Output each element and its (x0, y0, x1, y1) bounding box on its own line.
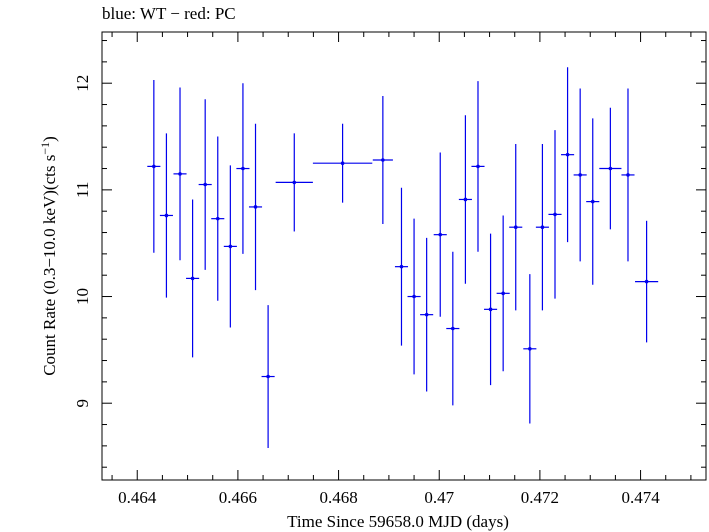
data-point (523, 274, 537, 424)
data-point (275, 133, 313, 232)
data-point (407, 218, 421, 375)
data-point (496, 215, 510, 372)
data-point (433, 152, 447, 317)
plot-frame (101, 31, 707, 481)
data-point (458, 115, 472, 284)
data-point (471, 81, 485, 252)
data-point (312, 123, 373, 203)
y-axis-label-close: ) (40, 136, 59, 142)
point-marker (488, 307, 493, 312)
point-marker (553, 212, 557, 217)
data-point (599, 107, 622, 230)
x-tick-label: 0.468 (319, 488, 357, 507)
data-point (223, 165, 237, 328)
point-marker (178, 172, 182, 176)
point-marker (608, 166, 613, 171)
point-marker (463, 197, 468, 202)
data-point (248, 123, 263, 291)
point-marker (241, 166, 245, 171)
x-tick-label: 0.474 (621, 488, 660, 507)
data-point (394, 187, 409, 346)
data-point (586, 118, 600, 285)
data-point (198, 99, 212, 270)
point-marker (399, 264, 404, 269)
point-marker (412, 294, 416, 299)
point-marker (590, 199, 595, 204)
x-axis-label: Time Since 59658.0 MJD (days) (287, 512, 509, 531)
x-tick-label: 0.466 (219, 488, 257, 507)
point-marker (266, 374, 270, 379)
y-tick-label: 12 (73, 75, 92, 92)
y-axis-label-main: Count Rate (0.3−10.0 keV)(cts s (40, 155, 59, 376)
axis-ticks (102, 32, 706, 480)
point-marker (424, 312, 429, 317)
point-marker (228, 244, 233, 249)
point-marker (528, 347, 532, 351)
point-marker (578, 173, 582, 177)
point-marker (644, 279, 649, 284)
point-marker (215, 216, 220, 221)
point-marker (164, 213, 169, 218)
x-tick-label: 0.472 (521, 488, 559, 507)
data-point (446, 251, 460, 406)
point-marker (451, 326, 455, 331)
point-marker (540, 225, 545, 229)
data-point (186, 199, 200, 358)
y-axis-label-exponent: −1 (38, 142, 52, 155)
data-point (509, 144, 523, 311)
data-point (236, 83, 250, 254)
point-marker (253, 205, 258, 209)
data-point (573, 88, 587, 262)
point-marker (152, 164, 156, 169)
y-tick-label: 10 (73, 288, 92, 305)
y-tick-labels: 9 10 11 12 (73, 75, 92, 408)
point-marker (626, 173, 630, 177)
data-point (147, 80, 161, 253)
data-point (211, 136, 225, 301)
point-marker (476, 164, 480, 169)
point-marker (381, 158, 385, 162)
point-marker (438, 232, 443, 237)
point-marker (501, 291, 505, 296)
data-point (420, 237, 434, 392)
x-tick-labels: 0.464 0.466 0.468 0.47 0.472 0.474 (118, 488, 660, 507)
point-marker (292, 180, 297, 185)
y-tick-label: 9 (73, 399, 92, 408)
y-tick-label: 11 (73, 182, 92, 198)
point-marker (190, 276, 195, 281)
data-point (372, 96, 393, 224)
point-marker (565, 152, 570, 157)
chart-title: blue: WT − red: PC (102, 4, 236, 23)
point-marker (340, 161, 345, 165)
data-point (561, 67, 575, 243)
data-point (621, 88, 635, 262)
data-point (635, 220, 659, 343)
point-marker (203, 182, 207, 187)
data-points (147, 67, 659, 448)
data-point (159, 133, 173, 298)
x-tick-label: 0.464 (118, 488, 157, 507)
data-point (535, 144, 549, 311)
data-point (484, 233, 498, 386)
data-point (261, 305, 275, 448)
y-axis-label: Count Rate (0.3−10.0 keV)(cts s−1) (38, 136, 59, 376)
point-marker (513, 225, 518, 229)
data-point (173, 87, 187, 261)
data-point (548, 130, 562, 299)
x-tick-label: 0.47 (424, 488, 454, 507)
